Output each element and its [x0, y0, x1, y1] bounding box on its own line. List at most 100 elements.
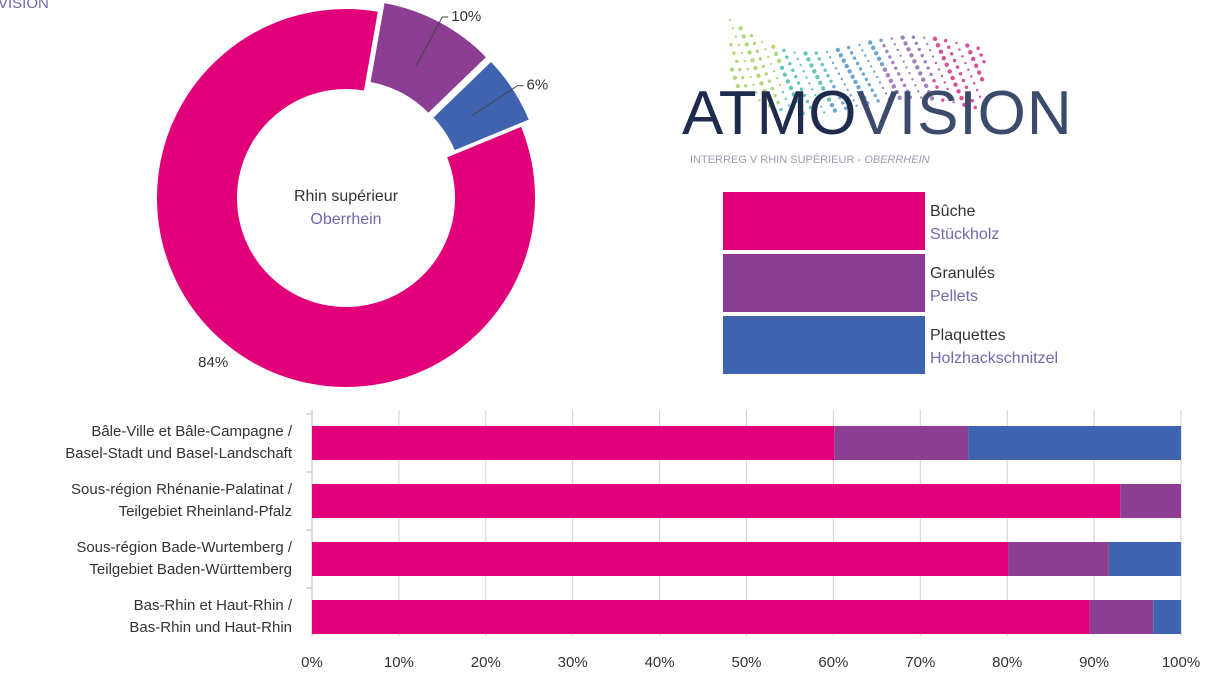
logo-dot — [808, 105, 813, 110]
logo-dot — [922, 36, 926, 39]
logo-dot — [806, 57, 811, 62]
logo-dot — [938, 91, 942, 96]
logo-dot — [832, 85, 836, 89]
logo-dot — [881, 86, 885, 90]
logo-dot — [812, 69, 817, 74]
logo-dot — [805, 76, 808, 79]
logo-dot — [817, 99, 820, 103]
center-label: Rhin supérieur — [294, 188, 399, 205]
logo-dot — [785, 79, 791, 84]
center-label: Oberrhein — [310, 211, 381, 228]
logo-dot — [823, 91, 829, 97]
logo-dot — [822, 111, 826, 114]
logo-dot — [915, 65, 920, 70]
leader-line — [471, 85, 524, 117]
legend-swatch — [723, 192, 925, 250]
logo-dot — [776, 100, 780, 105]
logo-dot — [738, 67, 742, 72]
logo-dot — [794, 74, 798, 79]
logo-dot — [829, 79, 833, 83]
logo-dot — [820, 86, 826, 91]
logo-dot — [850, 74, 855, 79]
logo-dot — [894, 66, 898, 70]
logo-dot — [799, 63, 802, 67]
logo-dot — [853, 79, 858, 85]
logo-dot — [982, 60, 986, 64]
logo-dot — [811, 111, 816, 116]
logo-dot — [841, 58, 846, 63]
x-tick-label: 100% — [1162, 654, 1200, 671]
logo-dot — [878, 81, 882, 84]
logo-dot — [882, 67, 888, 72]
logo-dot — [905, 66, 908, 69]
logo-dot — [950, 75, 955, 81]
logo-dot — [735, 59, 739, 64]
logo-dot — [778, 84, 782, 87]
logo-dot — [903, 41, 908, 46]
logo-dot — [849, 93, 852, 97]
logo-dot — [923, 60, 927, 64]
logo-dot — [838, 95, 842, 100]
logo-dot — [873, 51, 879, 56]
x-tick-label: 0% — [301, 654, 323, 671]
logo-dot — [971, 56, 976, 62]
logo-dot — [896, 48, 899, 52]
logo-dot — [800, 111, 805, 116]
logo-dot — [864, 77, 869, 82]
logo-dot — [941, 98, 945, 102]
logo-dot — [791, 68, 795, 72]
logo-dot — [959, 95, 964, 101]
x-tick-label: 40% — [645, 654, 675, 671]
logo-dot — [796, 57, 799, 61]
logo-dot — [805, 99, 810, 104]
logo-dot — [973, 105, 977, 110]
logo-dot — [961, 78, 966, 83]
logo-dot — [761, 64, 766, 69]
logo-dot — [755, 91, 758, 94]
logo-dot — [840, 77, 844, 81]
logo-dot — [906, 47, 911, 52]
logo-dot — [820, 105, 823, 108]
logo-dot — [847, 69, 852, 74]
logo-dot — [931, 55, 935, 58]
logo-dot — [947, 45, 951, 49]
logo-dot — [882, 44, 886, 48]
logo-dot — [775, 77, 779, 80]
logo-dot — [729, 67, 735, 72]
logo-dot — [873, 93, 877, 98]
logo-dot — [908, 72, 911, 75]
logo-dot — [899, 77, 904, 82]
logo-dot — [952, 101, 955, 104]
logo-dot — [838, 53, 844, 58]
logo-dot — [902, 60, 905, 63]
logo-dot — [944, 38, 948, 43]
logo-dot — [802, 70, 805, 73]
logo-dot — [920, 96, 923, 99]
y-tick-label: Teilgebiet Baden-Württemberg — [89, 561, 292, 578]
logo-dot — [890, 37, 894, 40]
logo-dot — [937, 68, 941, 71]
x-tick-label: 80% — [992, 654, 1022, 671]
pie-label: 84% — [198, 354, 228, 371]
logo-dot — [887, 97, 891, 101]
logo-dot — [940, 74, 944, 78]
logo-dot — [814, 51, 819, 55]
logo-dot — [917, 90, 920, 93]
logo-dot — [818, 80, 823, 85]
x-tick-label: 70% — [905, 654, 935, 671]
logo-dot — [787, 104, 791, 107]
logo-dot — [791, 92, 796, 97]
logo-dot — [746, 92, 751, 96]
logo-dot — [794, 98, 799, 104]
y-tick-label: Sous-région Rhénanie-Palatinat / — [71, 481, 293, 498]
logo-dot — [872, 70, 876, 73]
legend-label: Holzhackschnitzel — [930, 350, 1058, 367]
logo-dot — [888, 55, 892, 59]
logo-dot — [773, 51, 779, 57]
logo-dot — [914, 41, 919, 46]
logo-dot — [885, 72, 891, 78]
logo-dot — [781, 90, 785, 94]
leader-line — [415, 16, 449, 66]
bar-segment — [312, 600, 1090, 634]
logo-dot — [956, 89, 961, 94]
